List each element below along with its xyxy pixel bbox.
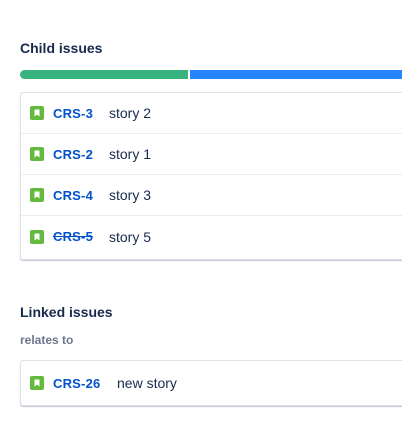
story-icon [30, 188, 44, 202]
issue-key-link[interactable]: CRS-26 [53, 375, 101, 391]
progress-in-progress-segment [190, 70, 402, 79]
child-issues-list: CRS-3 story 2 CRS-2 story 1 CRS-4 story … [20, 92, 402, 260]
child-issue-row[interactable]: CRS-5 story 5 [21, 216, 402, 257]
relation-type-label: relates to [20, 333, 74, 347]
child-issues-progress-bar [20, 70, 402, 79]
issue-summary[interactable]: story 2 [109, 105, 152, 121]
story-icon [30, 147, 44, 161]
linked-issue-row[interactable]: CRS-26 new story [21, 361, 402, 405]
child-issues-title: Child issues [20, 40, 103, 56]
linked-issues-list: CRS-26 new story [20, 360, 402, 406]
issue-key-link[interactable]: CRS-5 [53, 229, 94, 244]
story-icon [30, 106, 44, 120]
issue-key-link[interactable]: CRS-3 [53, 105, 94, 121]
story-icon [30, 229, 44, 244]
issue-key-link[interactable]: CRS-4 [53, 187, 94, 203]
issue-summary[interactable]: story 1 [109, 146, 152, 162]
issue-key-link[interactable]: CRS-2 [53, 146, 94, 162]
linked-issues-title: Linked issues [20, 304, 113, 320]
progress-done-segment [20, 70, 189, 79]
issue-summary[interactable]: story 3 [109, 187, 152, 203]
story-icon [30, 376, 44, 390]
child-issue-row[interactable]: CRS-3 story 2 [21, 93, 402, 134]
child-issue-row[interactable]: CRS-2 story 1 [21, 134, 402, 175]
issue-summary[interactable]: story 5 [109, 228, 152, 245]
issue-summary[interactable]: new story [117, 375, 177, 391]
child-issue-row[interactable]: CRS-4 story 3 [21, 175, 402, 216]
